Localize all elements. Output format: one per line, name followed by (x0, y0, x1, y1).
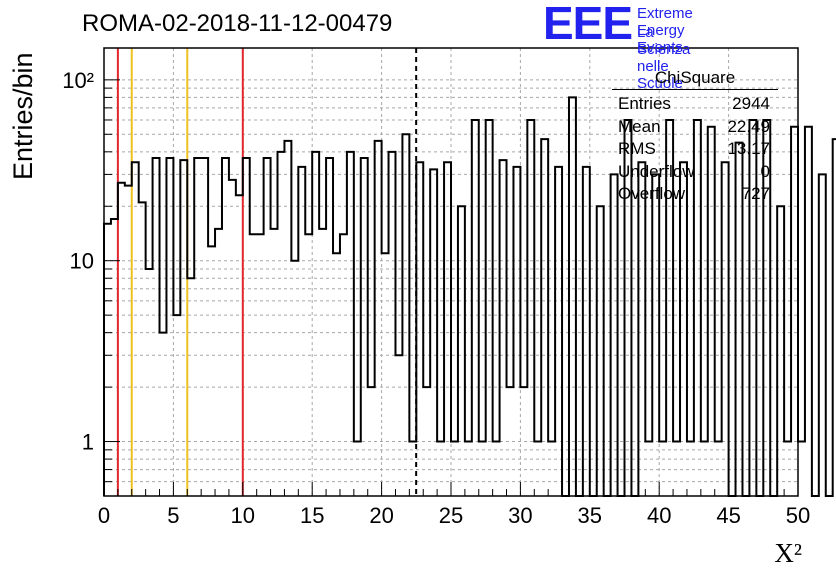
stats-value: 2944 (732, 94, 770, 113)
x-tick-label: 40 (647, 503, 671, 528)
stats-key: Mean (618, 117, 661, 136)
stats-row-rms: RMS 13.17 (618, 139, 770, 161)
stats-box: ChiSquare Entries 2944 Mean 22.49 RMS 13… (612, 68, 778, 208)
x-tick-label: 15 (300, 503, 324, 528)
x-tick-label: 10 (231, 503, 255, 528)
x-tick-label: 0 (98, 503, 110, 528)
stats-divider (612, 89, 778, 90)
stats-row-overflow: Overflow 727 (618, 184, 770, 206)
logo-mark: EEE (543, 0, 633, 49)
y-tick-label: 1 (82, 430, 94, 455)
stats-title: ChiSquare (654, 68, 736, 87)
tick-labels: 0 5 10 15 20 25 30 35 40 45 50 1 10 10² (62, 68, 810, 528)
marker-lines (116, 48, 418, 496)
stats-value: 0 (760, 162, 770, 181)
x-tick-label: 35 (578, 503, 602, 528)
logo-line-2: La Scienza nelle Scuole (637, 24, 691, 92)
x-tick-label: 25 (439, 503, 463, 528)
x-tick-label: 20 (369, 503, 393, 528)
stats-value: 727 (741, 184, 770, 203)
stats-key: Entries (618, 94, 671, 113)
stats-value: 22.49 (727, 117, 770, 136)
x-tick-label: 30 (508, 503, 532, 528)
y-axis-label: Entries/bin (8, 52, 38, 180)
stats-row-mean: Mean 22.49 (618, 117, 770, 139)
stats-value: 13.17 (727, 139, 770, 158)
stats-row-entries: Entries 2944 (618, 94, 770, 116)
logo-line-1: Extreme Energy Events (637, 5, 693, 56)
y-tick-label: 10² (62, 68, 94, 93)
y-tick-label: 10 (70, 249, 94, 274)
x-tick-label: 45 (716, 503, 740, 528)
stats-row-underflow: Underflow 0 (618, 162, 770, 184)
x-tick-label: 50 (786, 503, 810, 528)
stats-key: RMS (618, 139, 656, 158)
stats-key: Overflow (618, 184, 686, 203)
x-tick-label: 5 (167, 503, 179, 528)
plot-title: ROMA-02-2018-11-12-00479 (82, 10, 393, 37)
stats-key: Underflow (618, 162, 695, 181)
axis-ticks (103, 79, 799, 497)
x-axis-label: X² (774, 538, 802, 568)
grid (104, 48, 798, 497)
histogram-series (103, 96, 836, 497)
